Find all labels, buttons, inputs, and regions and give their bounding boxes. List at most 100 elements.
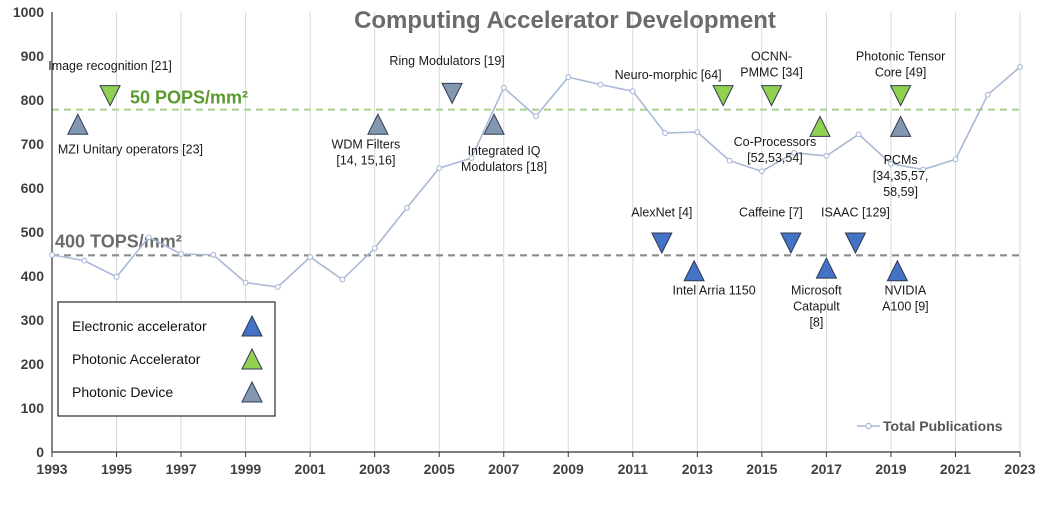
series-layer bbox=[49, 64, 1023, 290]
x-tick-label: 2005 bbox=[424, 461, 455, 477]
x-tick-label: 1995 bbox=[101, 461, 132, 477]
marker-triangle-electronic bbox=[780, 232, 802, 255]
data-point bbox=[242, 279, 249, 286]
data-point bbox=[371, 245, 378, 252]
x-tick-label: 2007 bbox=[488, 461, 519, 477]
y-tick-label: 100 bbox=[21, 400, 45, 416]
y-tick-label: 500 bbox=[21, 224, 45, 240]
marker-triangle-electronic bbox=[886, 259, 909, 282]
series-legend-label: Total Publications bbox=[883, 418, 1003, 434]
marker-label: Integrated IQ bbox=[468, 144, 541, 158]
series-legend-marker bbox=[865, 422, 872, 430]
data-point bbox=[758, 168, 765, 175]
marker-label: Modulators [18] bbox=[461, 160, 547, 174]
y-tick-label: 300 bbox=[21, 312, 45, 328]
marker-label: Ring Modulators [19] bbox=[389, 54, 504, 68]
x-tick-label: 2009 bbox=[553, 461, 584, 477]
data-point bbox=[823, 152, 830, 159]
legend-label-photonic-device: Photonic Device bbox=[72, 384, 173, 400]
marker-label: WDM Filters bbox=[332, 137, 401, 151]
y-tick-label: 1000 bbox=[13, 4, 44, 20]
marker-label: [8] bbox=[809, 315, 823, 329]
marker-label: Intel Arria 1150 bbox=[673, 283, 756, 297]
marker-triangle-photonic-device bbox=[483, 113, 505, 135]
x-tick-label: 1999 bbox=[230, 461, 261, 477]
x-tick-label: 2001 bbox=[295, 461, 326, 477]
reference-label-400-tops: 400 TOPS/mm² bbox=[55, 231, 182, 251]
legend-triangle-electronic bbox=[241, 314, 263, 337]
marker-triangle-photonic-device bbox=[441, 82, 463, 105]
chart-title: Computing Accelerator Development bbox=[354, 7, 776, 34]
marker-triangle-electronic bbox=[815, 256, 838, 279]
data-point bbox=[855, 131, 862, 138]
x-tick-label: 2011 bbox=[618, 461, 649, 477]
x-tick-label: 2003 bbox=[359, 461, 390, 477]
series-legend: Total Publications bbox=[857, 418, 1003, 434]
data-point bbox=[178, 251, 185, 257]
y-tick-label: 800 bbox=[21, 92, 45, 108]
marker-label: ISAAC [129] bbox=[821, 206, 890, 220]
data-point bbox=[145, 234, 152, 241]
marker-label: Microsoft bbox=[791, 283, 842, 297]
data-point bbox=[468, 155, 475, 162]
marker-label: OCNN- bbox=[751, 49, 792, 63]
marker-label: MZI Unitary operators [23] bbox=[58, 143, 203, 157]
data-point bbox=[81, 257, 88, 264]
data-point bbox=[887, 160, 894, 167]
data-point bbox=[726, 157, 733, 164]
marker-label: [14, 15,16] bbox=[336, 153, 395, 167]
x-tick-label: 2021 bbox=[940, 461, 971, 477]
axes: 1993 1995 1997 1999 2001 2003 2005 2007 2009 2011… bbox=[13, 4, 1036, 477]
data-point bbox=[403, 204, 410, 211]
data-point bbox=[694, 129, 701, 136]
marker-triangle-photonic-device bbox=[67, 113, 89, 135]
marker-triangle-electronic bbox=[844, 232, 867, 255]
data-point bbox=[113, 273, 120, 280]
category-legend-box bbox=[57, 301, 276, 417]
legend-triangles bbox=[241, 314, 263, 403]
marker-triangle-photonic-accelerator bbox=[99, 85, 121, 107]
marker-label: Photonic Tensor bbox=[856, 49, 945, 63]
marker-label: Co-Processors bbox=[734, 135, 817, 149]
marker-triangle-photonic-accelerator bbox=[760, 85, 783, 107]
data-point bbox=[436, 165, 443, 172]
data-point bbox=[984, 91, 991, 98]
x-tick-label: 2019 bbox=[875, 461, 906, 477]
marker-label: PMMC [34] bbox=[740, 65, 803, 79]
data-point bbox=[533, 113, 539, 120]
y-tick-label: 400 bbox=[21, 268, 45, 284]
marker-triangle-electronic bbox=[651, 232, 673, 255]
data-point bbox=[920, 166, 927, 173]
y-tick-label: 600 bbox=[21, 180, 45, 196]
marker-label: Core [49] bbox=[875, 65, 926, 79]
legend-triangle-photonic-accelerator bbox=[241, 347, 263, 370]
y-tick-label: 900 bbox=[21, 48, 45, 64]
x-tick-label: 1993 bbox=[36, 461, 67, 477]
data-point bbox=[274, 284, 281, 290]
marker-label: PCMs bbox=[884, 153, 918, 167]
x-tick-label: 2017 bbox=[811, 461, 842, 477]
marker-label: NVIDIA bbox=[885, 283, 927, 297]
data-point bbox=[952, 156, 959, 163]
marker-label: Catapult bbox=[793, 299, 840, 313]
marker-label: Image recognition [21] bbox=[48, 59, 172, 73]
legend-triangle-photonic-device bbox=[241, 380, 263, 403]
marker-label: [52,53,54] bbox=[747, 151, 803, 165]
x-tick-label: 2023 bbox=[1004, 461, 1035, 477]
data-point bbox=[339, 276, 346, 283]
marker-triangle-photonic-accelerator bbox=[889, 85, 912, 107]
marker-triangle-photonic-accelerator bbox=[809, 115, 831, 137]
marker-triangle-photonic-accelerator bbox=[712, 85, 734, 107]
data-point bbox=[662, 130, 669, 136]
data-point bbox=[500, 84, 507, 91]
legend-label-electronic: Electronic accelerator bbox=[72, 318, 207, 334]
data-point bbox=[565, 74, 572, 81]
marker-label: Neuro-morphic [64] bbox=[615, 68, 722, 82]
data-point bbox=[597, 81, 604, 88]
marker-label: AlexNet [4] bbox=[631, 206, 692, 220]
data-point bbox=[1017, 64, 1023, 70]
reference-label-50-pops: 50 POPS/mm² bbox=[130, 88, 248, 108]
marker-label: [34,35,57, bbox=[873, 169, 929, 183]
